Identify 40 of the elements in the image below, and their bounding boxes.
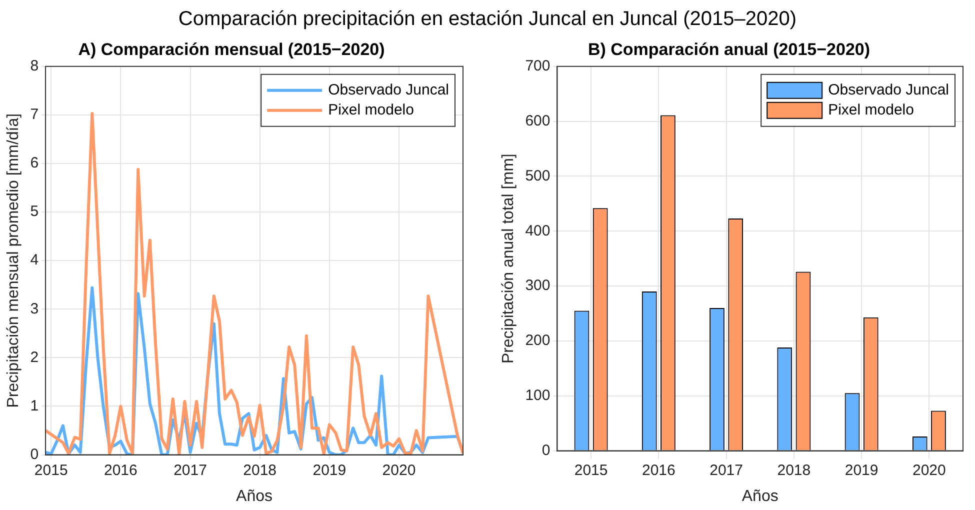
y-tick-label: 6	[30, 154, 39, 172]
y-tick-label: 300	[525, 277, 550, 294]
y-tick-label: 8	[30, 58, 39, 75]
x-tick-label: 2017	[174, 462, 207, 479]
x-axis-title: Años	[742, 488, 778, 505]
y-tick-label: 0	[542, 442, 550, 459]
chart-subtitle: A) Comparación mensual (2015−2020)	[78, 40, 385, 59]
y-tick-label: 600	[525, 112, 550, 130]
legend-label: Pixel modelo	[828, 102, 914, 119]
y-axis-title: Precipitación mensual promedio [mm/día]	[5, 113, 22, 408]
y-tick-label: 3	[30, 300, 39, 318]
x-tick-label: 2020	[912, 462, 946, 479]
legend-label: Pixel modelo	[328, 102, 414, 119]
y-tick-label: 700	[525, 58, 550, 75]
y-tick-label: 4	[30, 252, 39, 269]
y-tick-label: 100	[525, 387, 550, 404]
y-tick-label: 0	[30, 446, 39, 463]
legend-label: Observado Juncal	[828, 82, 950, 99]
x-tick-label: 2018	[243, 462, 277, 479]
x-tick-label: 2016	[642, 462, 676, 479]
y-tick-label: 2	[30, 348, 39, 366]
y-tick-label: 500	[525, 167, 550, 184]
x-axis-title: Años	[236, 488, 273, 505]
x-tick-label: 2019	[312, 462, 346, 479]
x-tick-label: 2015	[34, 462, 68, 479]
x-tick-label: 2016	[104, 462, 138, 479]
x-tick-label: 2015	[574, 462, 608, 479]
y-tick-label: 5	[30, 203, 39, 220]
chart-title: Comparación precipitación en estación Juncal en Juncal (2015–2020)	[177, 8, 798, 31]
chart-title: B) Comparación anual (2015−2020)	[588, 40, 870, 59]
y-axis-title: Precipitación anual total [mm]	[500, 154, 518, 364]
y-tick-label: 7	[30, 106, 39, 124]
x-tick-label: 2019	[844, 462, 878, 479]
legend-label: Observado Juncal	[328, 82, 450, 99]
y-tick-label: 400	[525, 222, 550, 240]
x-tick-label: 2017	[710, 462, 743, 479]
y-tick-label: 200	[525, 332, 550, 350]
x-tick-label: 2020	[382, 462, 416, 479]
y-tick-label: 1	[30, 397, 39, 414]
x-tick-label: 2018	[777, 462, 811, 479]
